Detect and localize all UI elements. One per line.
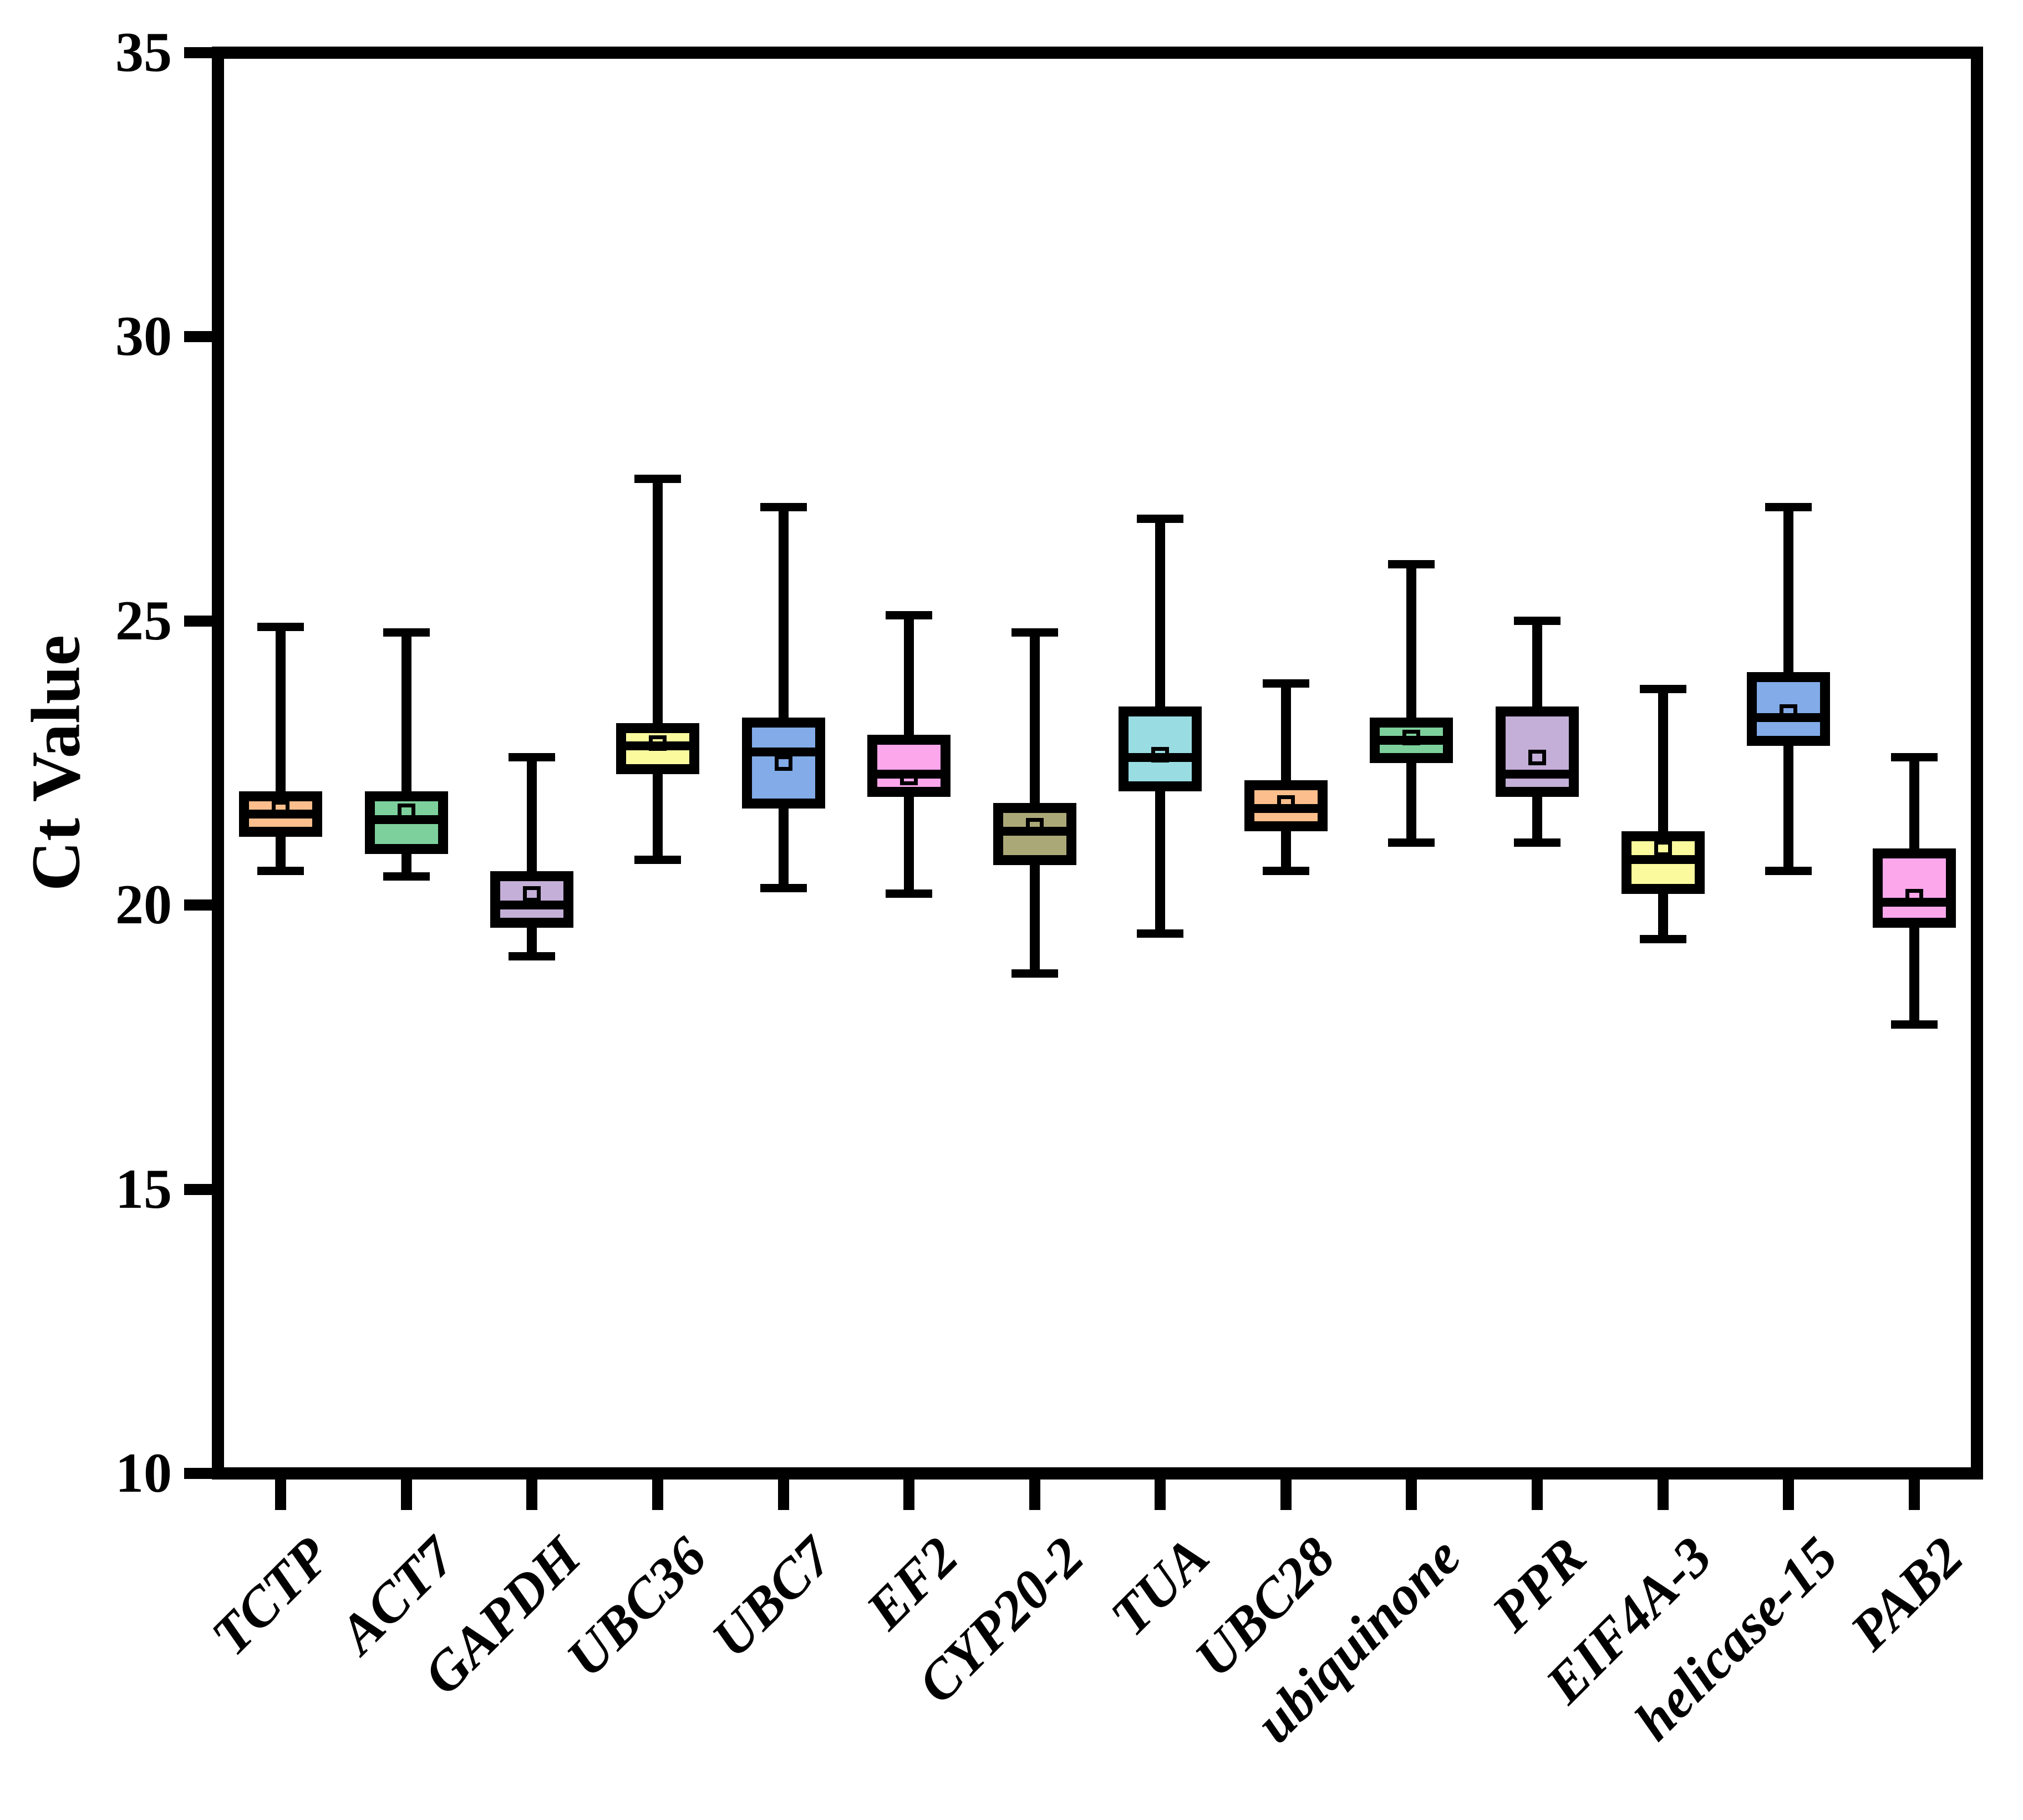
x-tick-helicase-15 xyxy=(1783,1480,1795,1510)
median-line-UBC7 xyxy=(741,747,825,756)
mean-marker-TCTP xyxy=(272,800,290,816)
median-line-PPR xyxy=(1496,770,1579,779)
median-line-EIF4A-3 xyxy=(1621,855,1705,865)
whisker-cap-bottom-helicase-15 xyxy=(1765,867,1812,876)
mean-marker-ACT7 xyxy=(397,804,415,820)
x-tick-PPR xyxy=(1532,1480,1543,1510)
whisker-cap-top-TUA xyxy=(1137,514,1184,523)
whisker-cap-top-ubiquinone xyxy=(1388,560,1435,568)
mean-marker-PAB2 xyxy=(1905,888,1923,904)
x-tick-UBC7 xyxy=(777,1480,789,1510)
box-TUA xyxy=(1119,706,1202,792)
whisker-cap-bottom-GAPDH xyxy=(509,952,556,960)
mean-marker-ubiquinone xyxy=(1402,729,1421,745)
whisker-stem-UBC36 xyxy=(653,479,663,860)
mean-marker-TUA xyxy=(1151,746,1170,762)
y-tick-15 xyxy=(184,1183,212,1195)
mean-marker-UBC7 xyxy=(774,755,792,771)
y-tick-label-15: 15 xyxy=(115,1157,172,1221)
box-EF2 xyxy=(867,734,951,797)
x-tick-EF2 xyxy=(903,1480,915,1510)
plot-frame xyxy=(212,47,1983,1480)
whisker-cap-bottom-CYP20-2 xyxy=(1011,969,1058,978)
whisker-cap-bottom-EF2 xyxy=(886,889,933,898)
y-tick-30 xyxy=(184,331,212,343)
x-label-UBC36: UBC36 xyxy=(555,1525,719,1689)
median-line-TUA xyxy=(1119,753,1202,762)
x-label-EF2: EF2 xyxy=(854,1525,970,1641)
whisker-cap-bottom-PAB2 xyxy=(1890,1020,1938,1029)
whisker-cap-top-PAB2 xyxy=(1890,753,1938,762)
whisker-cap-top-EIF4A-3 xyxy=(1639,685,1686,694)
whisker-cap-bottom-UBC36 xyxy=(634,855,681,864)
whisker-cap-bottom-PPR xyxy=(1514,838,1561,847)
x-tick-ACT7 xyxy=(400,1480,412,1510)
x-tick-GAPDH xyxy=(526,1480,538,1510)
x-label-UBC7: UBC7 xyxy=(700,1525,844,1670)
x-tick-EIF4A-3 xyxy=(1657,1480,1669,1510)
box-UBC7 xyxy=(741,718,825,809)
x-tick-UBC28 xyxy=(1280,1480,1292,1510)
whisker-cap-bottom-EIF4A-3 xyxy=(1639,935,1686,944)
mean-marker-EF2 xyxy=(900,769,918,785)
y-tick-25 xyxy=(184,615,212,627)
y-tick-10 xyxy=(184,1468,212,1479)
y-tick-label-20: 20 xyxy=(115,873,172,937)
x-tick-UBC36 xyxy=(652,1480,663,1510)
y-tick-label-10: 10 xyxy=(115,1442,172,1504)
mean-marker-EIF4A-3 xyxy=(1654,840,1672,856)
x-tick-CYP20-2 xyxy=(1029,1480,1040,1510)
x-tick-TCTP xyxy=(275,1480,287,1510)
whisker-stem-UBC7 xyxy=(778,507,789,888)
mean-marker-helicase-15 xyxy=(1780,704,1798,720)
y-tick-35 xyxy=(184,47,212,58)
whisker-cap-top-UBC36 xyxy=(634,475,681,484)
box-helicase-15 xyxy=(1747,672,1831,746)
whisker-cap-top-UBC28 xyxy=(1262,679,1309,688)
median-line-GAPDH xyxy=(490,901,574,910)
whisker-cap-top-ACT7 xyxy=(383,628,430,637)
y-tick-label-30: 30 xyxy=(115,305,172,368)
whisker-stem-EIF4A-3 xyxy=(1658,689,1668,939)
x-tick-TUA xyxy=(1155,1480,1166,1510)
whisker-cap-top-GAPDH xyxy=(509,753,556,762)
x-tick-ubiquinone xyxy=(1406,1480,1417,1510)
whisker-cap-top-PPR xyxy=(1514,617,1561,626)
mean-marker-PPR xyxy=(1528,749,1546,765)
y-axis-title: Ct Value xyxy=(18,635,95,891)
whisker-cap-top-EF2 xyxy=(886,611,933,620)
whisker-cap-top-TCTP xyxy=(257,622,304,631)
y-tick-20 xyxy=(184,899,212,911)
y-tick-label-35: 35 xyxy=(115,21,172,84)
median-line-ubiquinone xyxy=(1370,736,1453,745)
whisker-cap-bottom-ubiquinone xyxy=(1388,838,1435,847)
median-line-EF2 xyxy=(867,770,951,779)
whisker-cap-bottom-ACT7 xyxy=(383,872,430,881)
whisker-cap-bottom-TUA xyxy=(1137,929,1184,938)
x-label-PAB2: PAB2 xyxy=(1838,1525,1975,1662)
x-tick-PAB2 xyxy=(1908,1480,1920,1510)
box-GAPDH xyxy=(490,871,574,928)
median-line-UBC36 xyxy=(616,741,699,751)
whisker-cap-top-helicase-15 xyxy=(1765,503,1812,512)
x-label-TCTP: TCTP xyxy=(200,1525,342,1667)
whisker-stem-CYP20-2 xyxy=(1029,632,1040,974)
mean-marker-UBC28 xyxy=(1277,795,1295,811)
box-PAB2 xyxy=(1872,848,1956,928)
whisker-cap-bottom-UBC28 xyxy=(1262,867,1309,876)
whisker-cap-bottom-TCTP xyxy=(257,867,304,876)
mean-marker-CYP20-2 xyxy=(1025,817,1044,833)
whisker-cap-bottom-UBC7 xyxy=(760,883,807,892)
whisker-cap-top-UBC7 xyxy=(760,503,807,512)
mean-marker-UBC36 xyxy=(649,735,667,751)
whisker-stem-ubiquinone xyxy=(1406,564,1417,843)
mean-marker-GAPDH xyxy=(523,886,541,902)
x-label-PPR: PPR xyxy=(1480,1525,1598,1643)
y-tick-label-25: 25 xyxy=(115,589,172,652)
whisker-cap-top-CYP20-2 xyxy=(1011,628,1058,637)
whisker-stem-UBC28 xyxy=(1280,683,1291,871)
median-line-ACT7 xyxy=(364,815,448,825)
